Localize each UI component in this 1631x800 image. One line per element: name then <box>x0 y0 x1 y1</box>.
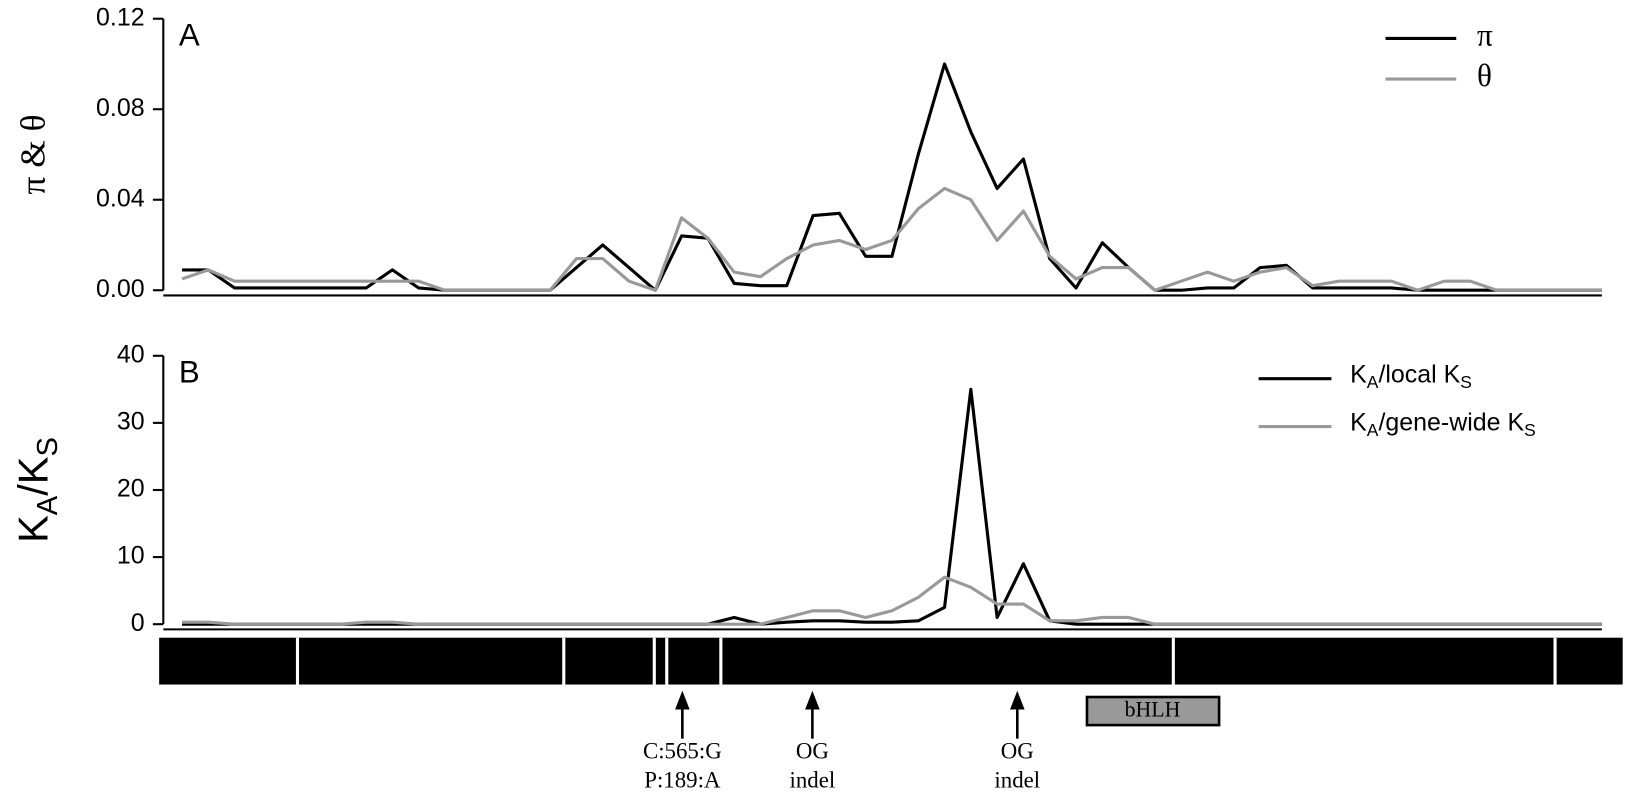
intron-gaps <box>295 637 1557 685</box>
annotation-label: C:565:G <box>643 738 722 763</box>
y-tick-label: 0.12 <box>96 3 145 31</box>
panel-label: A <box>179 18 200 53</box>
y-tick-label: 0 <box>131 609 145 637</box>
subscript: S <box>1460 372 1472 392</box>
domain-label: bHLH <box>1125 698 1181 722</box>
annotation-label: indel <box>994 768 1040 793</box>
text-part: /K <box>9 456 56 496</box>
legend-label: KA/gene-wide KS <box>1350 408 1536 440</box>
series-line <box>182 62 1602 292</box>
y-tick-label: 0.04 <box>96 184 145 212</box>
text-part: K <box>1350 408 1367 436</box>
annotation-label: OG <box>1001 738 1034 763</box>
y-tick-label: 10 <box>117 542 145 570</box>
arrow-head <box>675 690 690 710</box>
y-tick-label: 30 <box>117 407 145 435</box>
annotation-label: OG <box>796 738 829 763</box>
y-tick-label: 20 <box>117 475 145 503</box>
legend-label: KA/local KS <box>1350 360 1472 392</box>
y-axis-label: π & θ <box>13 114 53 194</box>
legend-label: θ <box>1477 58 1492 93</box>
annotation-label: P:189:A <box>644 768 721 793</box>
subscript: S <box>32 437 64 456</box>
panel-label: B <box>179 355 200 390</box>
text-part: K <box>9 515 56 543</box>
subscript: A <box>1367 372 1379 392</box>
subscript: A <box>32 495 64 515</box>
y-tick-label: 40 <box>117 340 145 368</box>
annotation-label: indel <box>790 768 836 793</box>
text-part: /gene-wide K <box>1378 408 1524 436</box>
y-tick-label: 0.00 <box>96 275 145 303</box>
gene-structure <box>159 637 1623 685</box>
y-axis-label: KA/KS <box>9 437 63 543</box>
series-line <box>182 575 1602 626</box>
subscript: S <box>1524 420 1536 440</box>
arrow-head <box>805 690 820 710</box>
y-tick-label: 0.08 <box>96 94 145 122</box>
legend-label: π <box>1477 18 1493 53</box>
series-line <box>181 186 1602 292</box>
bhlh-domain <box>1085 695 1221 727</box>
arrow-head <box>1010 690 1025 710</box>
text-part: K <box>1350 360 1367 388</box>
subscript: A <box>1367 420 1379 440</box>
text-part: /local K <box>1378 360 1460 388</box>
